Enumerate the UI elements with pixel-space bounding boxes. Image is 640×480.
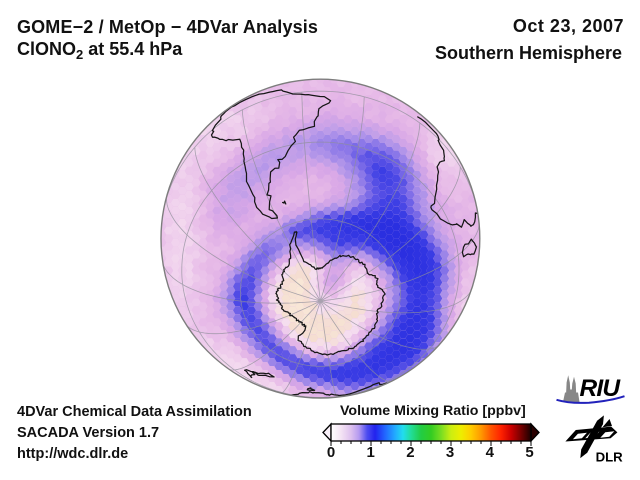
svg-text:RIU: RIU bbox=[580, 375, 622, 402]
svg-text:DLR: DLR bbox=[596, 450, 624, 465]
